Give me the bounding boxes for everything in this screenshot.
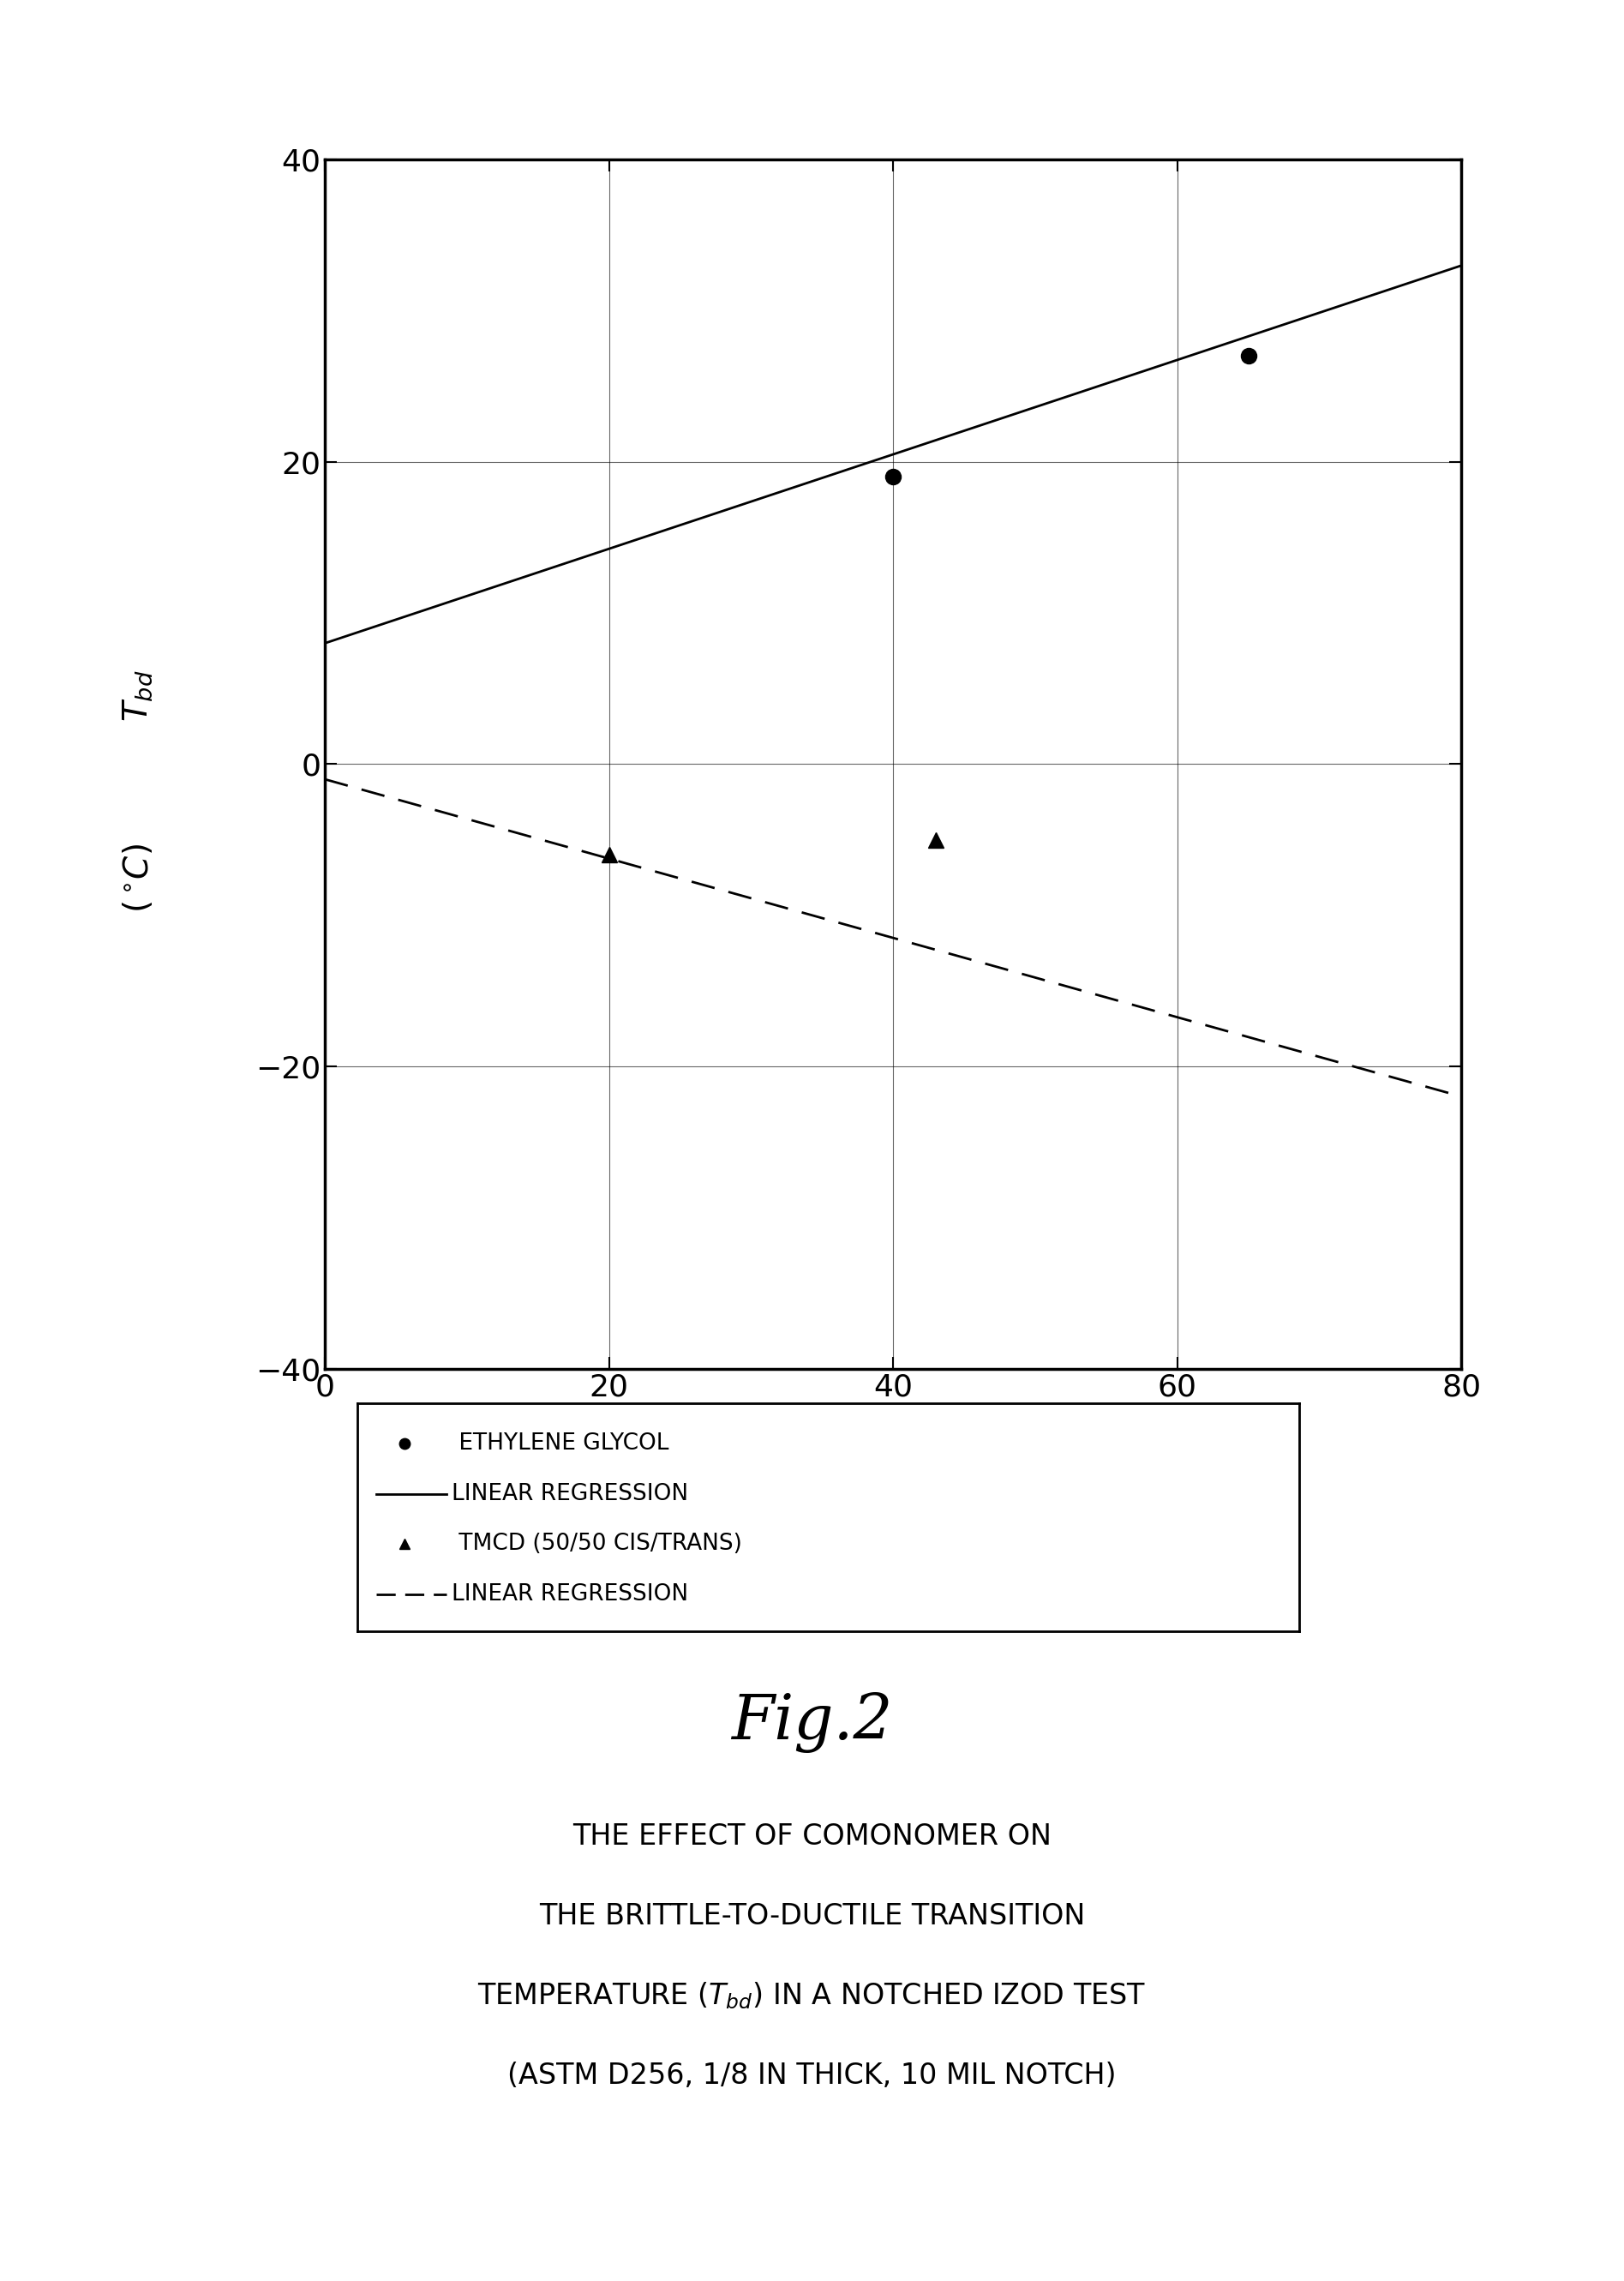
Text: Fig.2: Fig.2 [731,1693,893,1752]
X-axis label: MOL% COMONOMER: MOL% COMONOMER [697,1419,1090,1458]
Text: THE EFFECT OF COMONOMER ON: THE EFFECT OF COMONOMER ON [573,1823,1051,1850]
Text: LINEAR REGRESSION: LINEAR REGRESSION [451,1483,689,1505]
Text: THE BRITTLE-TO-DUCTILE TRANSITION: THE BRITTLE-TO-DUCTILE TRANSITION [539,1902,1085,1930]
Text: TMCD (50/50 CIS/TRANS): TMCD (50/50 CIS/TRANS) [451,1533,742,1556]
Text: $(\,^{\circ}C)$: $(\,^{\circ}C)$ [122,844,154,912]
Text: LINEAR REGRESSION: LINEAR REGRESSION [451,1583,689,1606]
Text: $T_{bd}$: $T_{bd}$ [122,671,154,721]
Text: (ASTM D256, 1/8 IN THICK, 10 MIL NOTCH): (ASTM D256, 1/8 IN THICK, 10 MIL NOTCH) [508,2062,1116,2089]
Text: TEMPERATURE ($T_{bd}$) IN A NOTCHED IZOD TEST: TEMPERATURE ($T_{bd}$) IN A NOTCHED IZOD… [477,1980,1147,2012]
Text: ETHYLENE GLYCOL: ETHYLENE GLYCOL [451,1432,669,1455]
